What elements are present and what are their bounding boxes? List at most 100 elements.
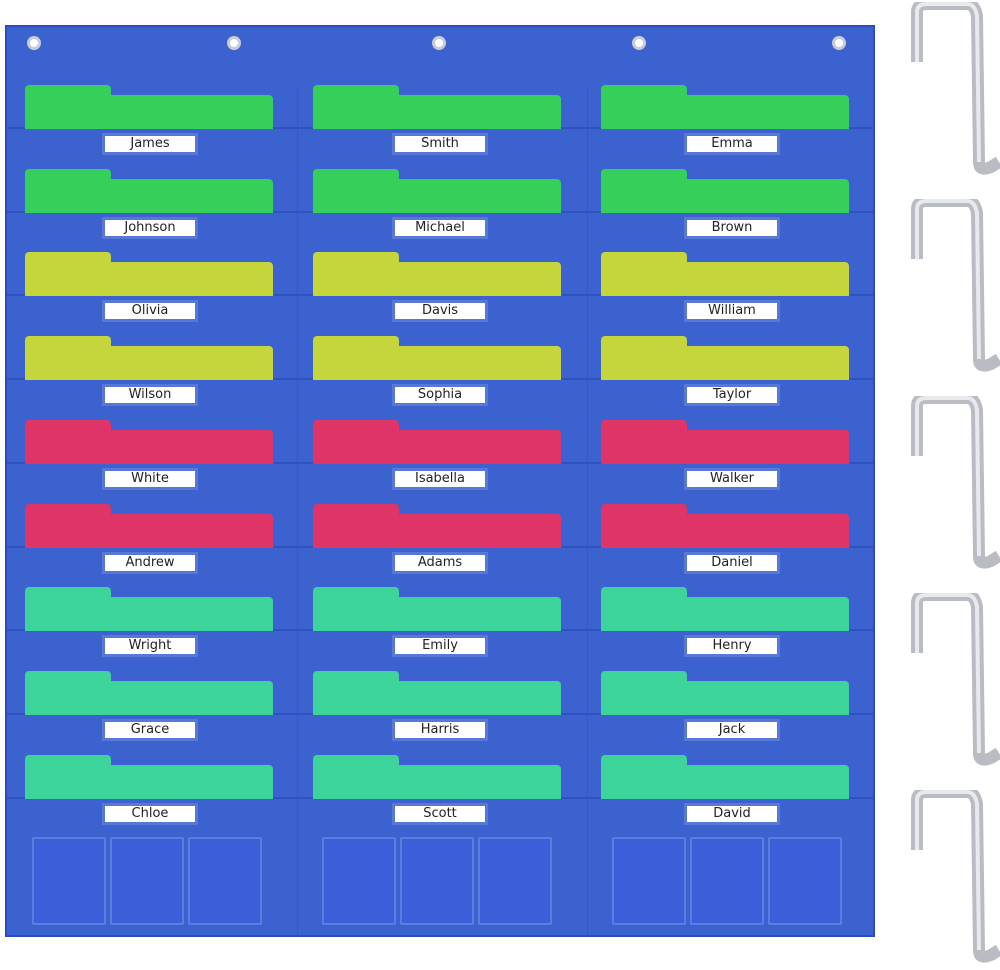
- door-hook: [911, 199, 1000, 372]
- file-folder: [601, 587, 849, 632]
- file-folder: [25, 754, 273, 799]
- file-folder: [313, 587, 561, 632]
- name-label: Johnson: [102, 216, 198, 239]
- name-label: Emily: [392, 635, 488, 658]
- grommet: [227, 36, 241, 50]
- name-label: Adams: [392, 551, 488, 574]
- name-label: Walker: [684, 467, 780, 490]
- name-label: Wright: [102, 635, 198, 658]
- name-label: James: [102, 133, 198, 155]
- name-label: Harris: [392, 718, 488, 741]
- folder-body: [313, 513, 561, 548]
- file-folder: [313, 419, 561, 464]
- door-hook: [911, 790, 1000, 963]
- folder-body: [601, 680, 849, 715]
- grommet: [832, 36, 846, 50]
- folder-body: [25, 95, 273, 129]
- file-folder: [25, 336, 273, 381]
- name-label: David: [684, 802, 780, 825]
- name-label: Grace: [102, 718, 198, 741]
- file-folder: [601, 419, 849, 464]
- file-folder: [25, 252, 273, 297]
- name-label: Scott: [392, 802, 488, 825]
- name-label: Taylor: [684, 384, 780, 407]
- file-folder: [25, 85, 273, 129]
- storage-pocket: [768, 837, 842, 925]
- grommet: [27, 36, 41, 50]
- file-folder: [313, 754, 561, 799]
- file-folder: [601, 85, 849, 129]
- folder-body: [25, 680, 273, 715]
- storage-pocket: [188, 837, 262, 925]
- grommet: [432, 36, 446, 50]
- name-label: Wilson: [102, 384, 198, 407]
- folder-body: [601, 429, 849, 464]
- folder-body: [601, 513, 849, 548]
- name-label: Sophia: [392, 384, 488, 407]
- name-label: Olivia: [102, 300, 198, 323]
- column-divider: [297, 87, 298, 935]
- folder-body: [313, 178, 561, 213]
- folder-body: [313, 262, 561, 297]
- name-label: Brown: [684, 216, 780, 239]
- folder-body: [313, 95, 561, 129]
- folder-body: [25, 429, 273, 464]
- file-folder: [601, 754, 849, 799]
- storage-pocket: [690, 837, 764, 925]
- column-divider: [587, 87, 588, 935]
- file-folder: [601, 252, 849, 297]
- folder-body: [25, 513, 273, 548]
- name-label: White: [102, 467, 198, 490]
- folder-body: [601, 95, 849, 129]
- file-folder: [313, 503, 561, 548]
- file-folder: [313, 252, 561, 297]
- folder-body: [25, 178, 273, 213]
- door-hook: [911, 2, 1000, 175]
- folder-body: [601, 262, 849, 297]
- name-label: Isabella: [392, 467, 488, 490]
- folder-body: [601, 346, 849, 381]
- file-folder: [25, 503, 273, 548]
- folder-body: [601, 597, 849, 632]
- folder-body: [25, 597, 273, 632]
- storage-pocket: [612, 837, 686, 925]
- file-folder: [25, 670, 273, 715]
- folder-body: [601, 178, 849, 213]
- file-folder: [601, 336, 849, 381]
- file-folder: [313, 336, 561, 381]
- folder-body: [601, 764, 849, 799]
- folder-body: [313, 429, 561, 464]
- name-label: Smith: [392, 133, 488, 155]
- storage-pocket: [32, 837, 106, 925]
- name-label: Davis: [392, 300, 488, 323]
- name-label: Daniel: [684, 551, 780, 574]
- folder-body: [25, 346, 273, 381]
- storage-pocket: [322, 837, 396, 925]
- file-folder: [601, 168, 849, 213]
- file-folder: [313, 670, 561, 715]
- storage-pocket: [110, 837, 184, 925]
- name-label: Jack: [684, 718, 780, 741]
- file-folder: [313, 85, 561, 129]
- door-hook: [911, 396, 1000, 569]
- folder-body: [313, 597, 561, 632]
- storage-pocket: [478, 837, 552, 925]
- storage-pocket: [400, 837, 474, 925]
- folder-body: [313, 346, 561, 381]
- file-folder: [601, 503, 849, 548]
- file-folder: [601, 670, 849, 715]
- folder-body: [25, 262, 273, 297]
- grommet: [632, 36, 646, 50]
- folder-body: [313, 680, 561, 715]
- file-folder: [25, 419, 273, 464]
- name-label: Andrew: [102, 551, 198, 574]
- pocket-chart: James Smith Emma Johnson Michael Brown Olivia D…: [5, 25, 875, 937]
- folder-body: [25, 764, 273, 799]
- name-label: Michael: [392, 216, 488, 239]
- name-label: Henry: [684, 635, 780, 658]
- file-folder: [313, 168, 561, 213]
- file-folder: [25, 587, 273, 632]
- door-hook: [911, 593, 1000, 766]
- name-label: Emma: [684, 133, 780, 155]
- name-label: Chloe: [102, 802, 198, 825]
